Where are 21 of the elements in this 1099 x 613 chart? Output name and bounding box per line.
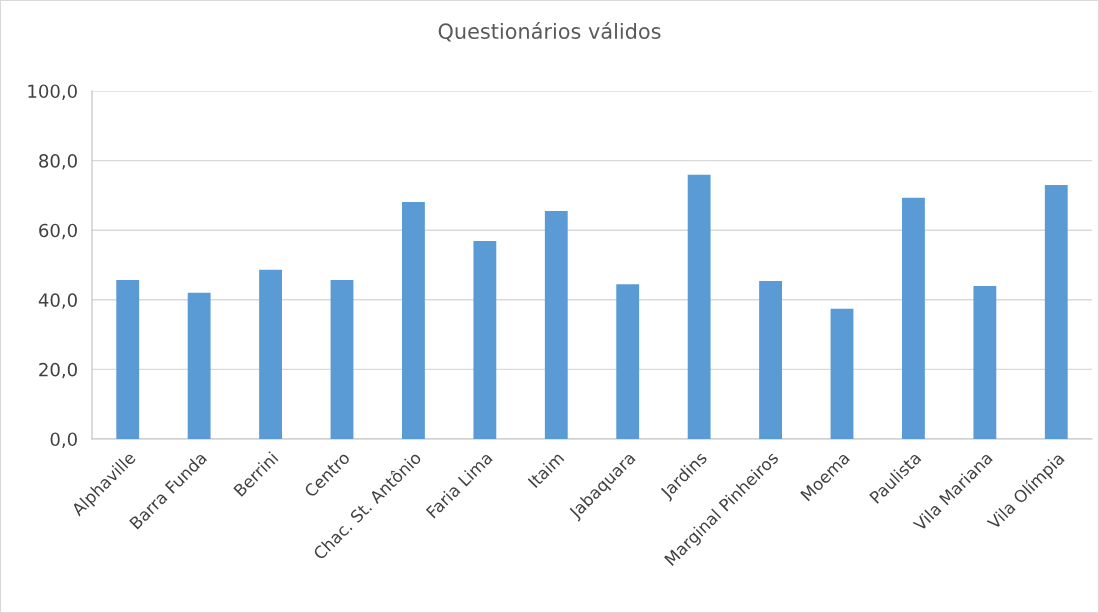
bar xyxy=(116,279,140,439)
y-tick-label: 100,0 xyxy=(28,84,77,100)
bar xyxy=(330,279,354,439)
y-tick-label: 60,0 xyxy=(39,223,77,240)
y-tick-label: 40,0 xyxy=(38,293,77,309)
bar xyxy=(973,285,997,439)
chart-title: Questionários válidos xyxy=(438,22,661,42)
y-tick-label: 80,0 xyxy=(39,154,77,170)
bar xyxy=(687,174,711,439)
bar xyxy=(473,240,497,439)
bar xyxy=(902,197,925,439)
bar xyxy=(830,308,854,439)
bar xyxy=(402,202,425,439)
bar xyxy=(544,211,568,439)
bar xyxy=(759,281,782,439)
bar xyxy=(187,292,211,439)
bar xyxy=(616,284,640,439)
bar xyxy=(259,269,282,439)
y-tick-label: 20,0 xyxy=(39,362,77,379)
y-tick-label: 0,0 xyxy=(50,432,77,448)
bar xyxy=(1044,184,1068,439)
